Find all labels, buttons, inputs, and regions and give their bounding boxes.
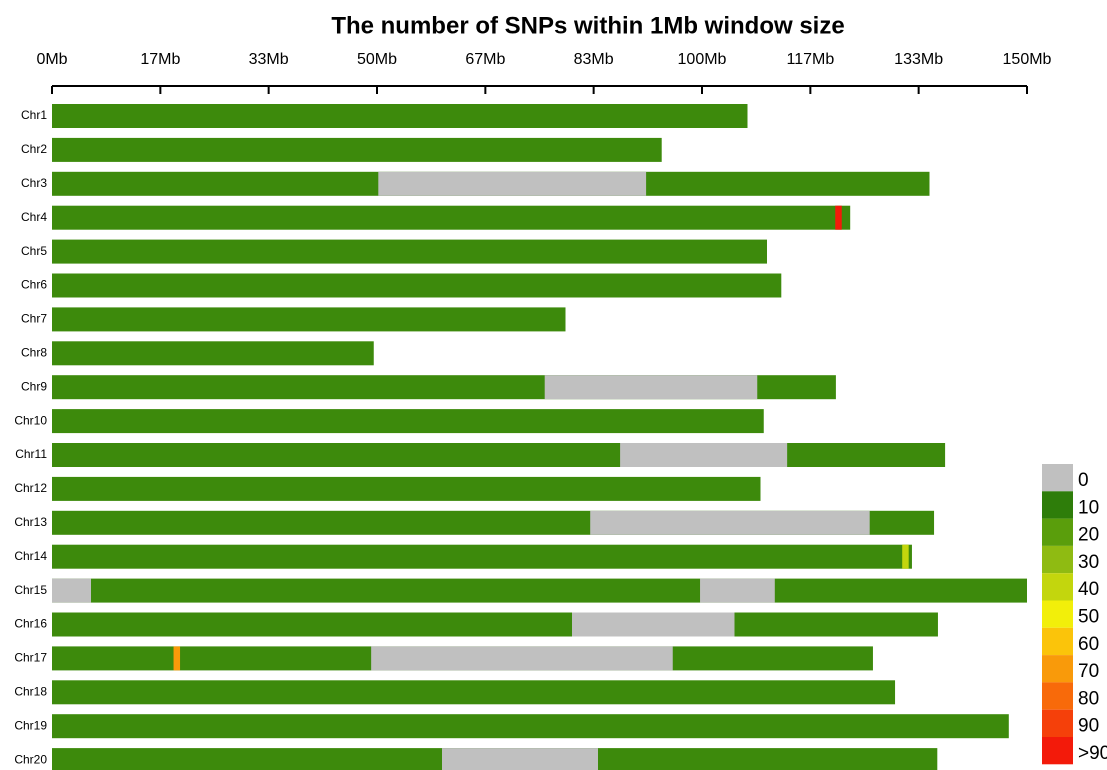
chromosome-label: Chr16	[14, 617, 47, 631]
x-tick-label: 33Mb	[249, 51, 289, 68]
legend-label: 90	[1078, 716, 1099, 737]
chromosome-bar	[52, 205, 851, 230]
chromosome-label: Chr18	[14, 684, 47, 698]
legend-swatch	[1042, 655, 1073, 683]
chromosome-bar	[52, 409, 764, 434]
legend-swatch	[1042, 545, 1073, 574]
legend-swatch	[1042, 573, 1073, 601]
chromosome-label: Chr12	[14, 481, 47, 495]
chromosome-label: Chr8	[21, 345, 47, 359]
chromosome-label: Chr20	[14, 752, 47, 766]
peak	[835, 205, 842, 230]
legend-swatch	[1042, 709, 1073, 737]
x-tick-label: 150Mb	[1003, 51, 1052, 68]
chromosome-label: Chr10	[14, 413, 47, 427]
gap-region	[544, 375, 758, 400]
chromosome-bar	[52, 104, 748, 128]
x-tick-label: 50Mb	[357, 51, 397, 68]
chromosome-label: Chr4	[21, 210, 47, 224]
chromosome-label: Chr6	[21, 278, 47, 292]
x-tick-label: 67Mb	[465, 51, 505, 68]
legend-label: 10	[1078, 497, 1099, 518]
gap-region	[442, 748, 598, 770]
legend-swatch	[1042, 737, 1073, 765]
gap-region	[378, 171, 647, 196]
gap-region	[371, 646, 673, 671]
chromosome-bar	[52, 476, 761, 501]
chromosome-bar	[52, 612, 938, 637]
x-tick-label: 100Mb	[678, 51, 727, 68]
legend-swatch	[1042, 464, 1073, 492]
chromosome-label: Chr2	[21, 142, 47, 156]
chromosome-label: Chr5	[21, 244, 47, 258]
legend-label: 60	[1078, 634, 1099, 655]
legend-label: 40	[1078, 579, 1099, 600]
gap-region	[620, 443, 788, 467]
chromosome-bar	[52, 544, 912, 569]
chromosome-label: Chr17	[14, 651, 47, 665]
chromosome-label: Chr3	[21, 176, 47, 190]
x-tick-label: 133Mb	[894, 51, 943, 68]
chromosome-label: Chr19	[14, 718, 47, 732]
chromosome-bar	[52, 341, 374, 366]
peak	[173, 646, 181, 671]
gap-region	[52, 578, 91, 603]
x-tick-label: 117Mb	[786, 51, 834, 68]
legend-swatch	[1042, 600, 1073, 628]
x-tick-label: 17Mb	[140, 51, 180, 68]
legend-label: 80	[1078, 688, 1099, 709]
chromosome-bar	[52, 680, 896, 705]
legend-label: 30	[1078, 552, 1099, 573]
chromosome-label: Chr1	[21, 108, 47, 122]
legend-label: 50	[1078, 607, 1099, 628]
chromosome-label: Chr13	[14, 515, 47, 529]
legend-swatch	[1042, 682, 1073, 710]
legend-label: 70	[1078, 661, 1099, 682]
chromosome-bar	[52, 137, 662, 162]
chromosome-label: Chr7	[21, 312, 47, 326]
chromosome-bar	[52, 273, 782, 298]
chromosome-bar	[52, 714, 1009, 739]
chromosome-bar	[52, 443, 946, 467]
gap-region	[700, 578, 775, 603]
x-tick-label: 0Mb	[36, 51, 67, 68]
legend-swatch	[1042, 518, 1073, 546]
chromosome-label: Chr9	[21, 379, 47, 393]
chromosome-bar	[52, 578, 1027, 603]
legend-label: >90	[1078, 743, 1107, 764]
chromosome-label: Chr14	[14, 549, 47, 563]
peak	[902, 544, 909, 569]
legend-swatch	[1042, 491, 1073, 519]
chromosome-bar	[52, 307, 566, 332]
chromosome-bar	[52, 239, 767, 264]
legend-label: 20	[1078, 525, 1099, 546]
legend-swatch	[1042, 627, 1073, 656]
chart-title: The number of SNPs within 1Mb window siz…	[331, 12, 844, 39]
gap-region	[572, 612, 735, 637]
gap-region	[590, 510, 870, 535]
chromosome-label: Chr15	[14, 583, 47, 597]
x-tick-label: 83Mb	[574, 51, 614, 68]
chromosome-label: Chr11	[15, 447, 47, 461]
legend-label: 0	[1078, 470, 1089, 491]
